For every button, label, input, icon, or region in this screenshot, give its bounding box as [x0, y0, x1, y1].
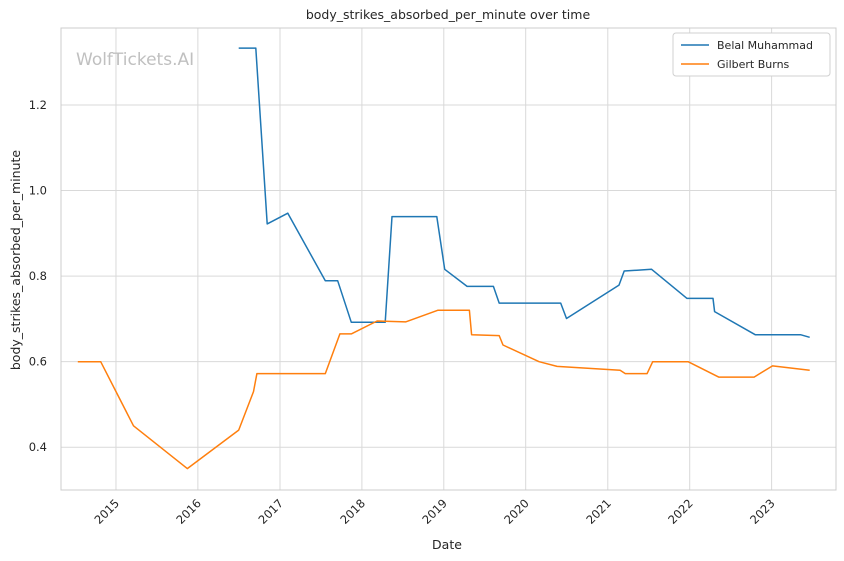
- legend-label-belal-muhammad: Belal Muhammad: [717, 39, 813, 52]
- legend-box: [672, 32, 831, 77]
- plot-frame: [60, 27, 837, 491]
- x-axis-title: Date: [432, 537, 462, 552]
- y-axis-title: body_strikes_absorbed_per_minute: [8, 150, 23, 371]
- legend: Belal Muhammad Gilbert Burns: [672, 32, 831, 77]
- y-tick-label: 1.2: [29, 98, 47, 112]
- y-axis-ticks: 0.4 0.6 0.8 1.0 1.2: [29, 98, 47, 454]
- y-tick-label: 1.0: [29, 184, 47, 198]
- y-tick-label: 0.8: [29, 269, 47, 283]
- grid: [61, 28, 836, 490]
- watermark: WolfTickets.AI: [76, 50, 194, 70]
- chart-title: body_strikes_absorbed_per_minute over ti…: [306, 7, 591, 22]
- y-tick-label: 0.4: [29, 440, 47, 454]
- series-line-gilbert-burns: [77, 309, 810, 470]
- y-tick-label: 0.6: [29, 355, 47, 369]
- legend-label-gilbert-burns: Gilbert Burns: [717, 58, 790, 71]
- series-layer: [77, 47, 810, 470]
- series-line-belal-muhammad: [238, 47, 810, 339]
